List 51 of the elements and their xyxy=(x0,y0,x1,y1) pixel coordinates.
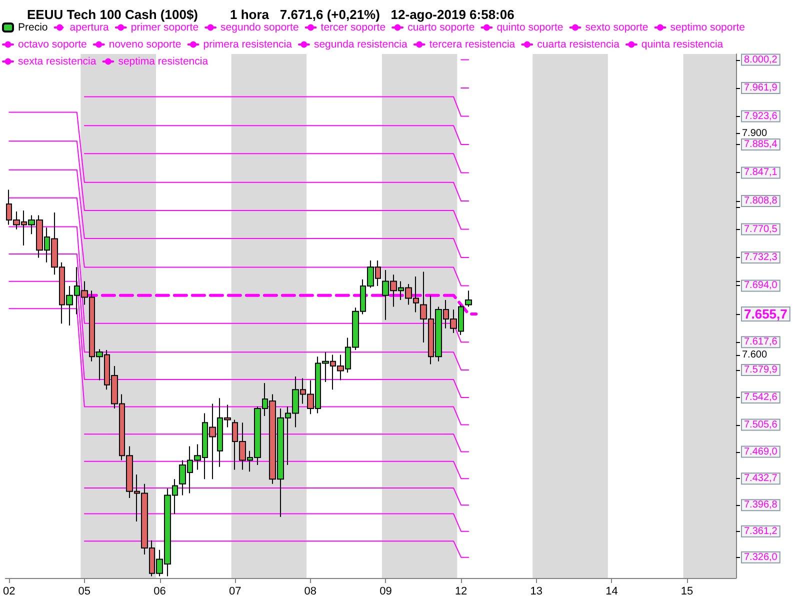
x-tick-label: 02 xyxy=(2,586,16,598)
legend-label: Precio xyxy=(18,22,48,34)
y-tick-label: 7.505,6 xyxy=(744,419,778,430)
y-tick-label: 7.808,8 xyxy=(744,196,778,207)
y-tick-label: 8.000,2 xyxy=(744,54,778,66)
legend-label: quinto soporte xyxy=(496,22,564,34)
x-tick-label: 06 xyxy=(154,586,166,598)
legend-label: sexto soporte xyxy=(585,22,648,34)
x-tick-label: 09 xyxy=(380,586,392,598)
y-tick-label: 7.432,7 xyxy=(744,473,778,484)
y-tick-label: 7.885,4 xyxy=(744,138,778,150)
legend-label: tercera resistencia xyxy=(429,38,516,50)
y-tick-label: 7.542,6 xyxy=(744,392,778,403)
legend-label: tercer soporte xyxy=(320,22,386,34)
y-tick-label: 7.579,9 xyxy=(744,364,778,376)
y-tick-label: 7.694,0 xyxy=(744,280,778,292)
x-tick-label: 05 xyxy=(78,586,91,598)
x-tick-label: 14 xyxy=(606,586,618,598)
x-tick-label: 15 xyxy=(680,586,694,598)
legend-label: septima resistencia xyxy=(118,56,208,68)
legend-label: octavo soporte xyxy=(18,38,88,50)
legend-label: segunda resistencia xyxy=(314,38,408,50)
y-tick-label: 7.469,0 xyxy=(744,446,778,458)
x-tick-label: 07 xyxy=(228,586,242,598)
chart-subtitle: 1 hora 7.671,6 (+0,21%) 12-ago-2019 6:58:06 xyxy=(230,7,514,22)
legend-label: quinta resistencia xyxy=(641,38,724,50)
y-tick-label: 7.961,9 xyxy=(744,82,778,94)
legend-label: sexta resistencia xyxy=(18,56,96,68)
y-tick-label: 7.732,3 xyxy=(744,252,778,263)
x-tick-label: 13 xyxy=(530,586,543,598)
x-tick-label: 08 xyxy=(304,586,317,598)
legend-label: apertura xyxy=(70,22,110,34)
legend-label: primera resistencia xyxy=(203,38,292,50)
legend-label: noveno soporte xyxy=(108,38,182,50)
y-tick-label: 7.617,6 xyxy=(744,336,778,348)
legend-label: cuarta resistencia xyxy=(537,38,620,50)
legend-label: septimo soporte xyxy=(670,22,746,34)
x-tick-label: 12 xyxy=(454,586,468,598)
y-tick-label: 7.600 xyxy=(742,350,768,361)
legend-label: primer soporte xyxy=(130,22,199,34)
chart-title: EEUU Tech 100 Cash (100$) xyxy=(27,7,198,22)
y-tick-label: 7.770,5 xyxy=(744,224,778,235)
y-tick-label: 7.655,7 xyxy=(744,306,788,322)
y-tick-label: 7.847,1 xyxy=(744,167,778,178)
y-tick-label: 7.396,8 xyxy=(744,500,778,511)
legend-label: cuarto soporte xyxy=(408,22,475,34)
y-tick-label: 7.361,2 xyxy=(744,526,778,537)
y-tick-label: 7.923,6 xyxy=(744,110,778,122)
y-tick-label: 7.326,0 xyxy=(744,552,778,563)
legend-label: segundo soporte xyxy=(220,22,299,34)
y-tick-label: 7.900 xyxy=(742,128,768,140)
